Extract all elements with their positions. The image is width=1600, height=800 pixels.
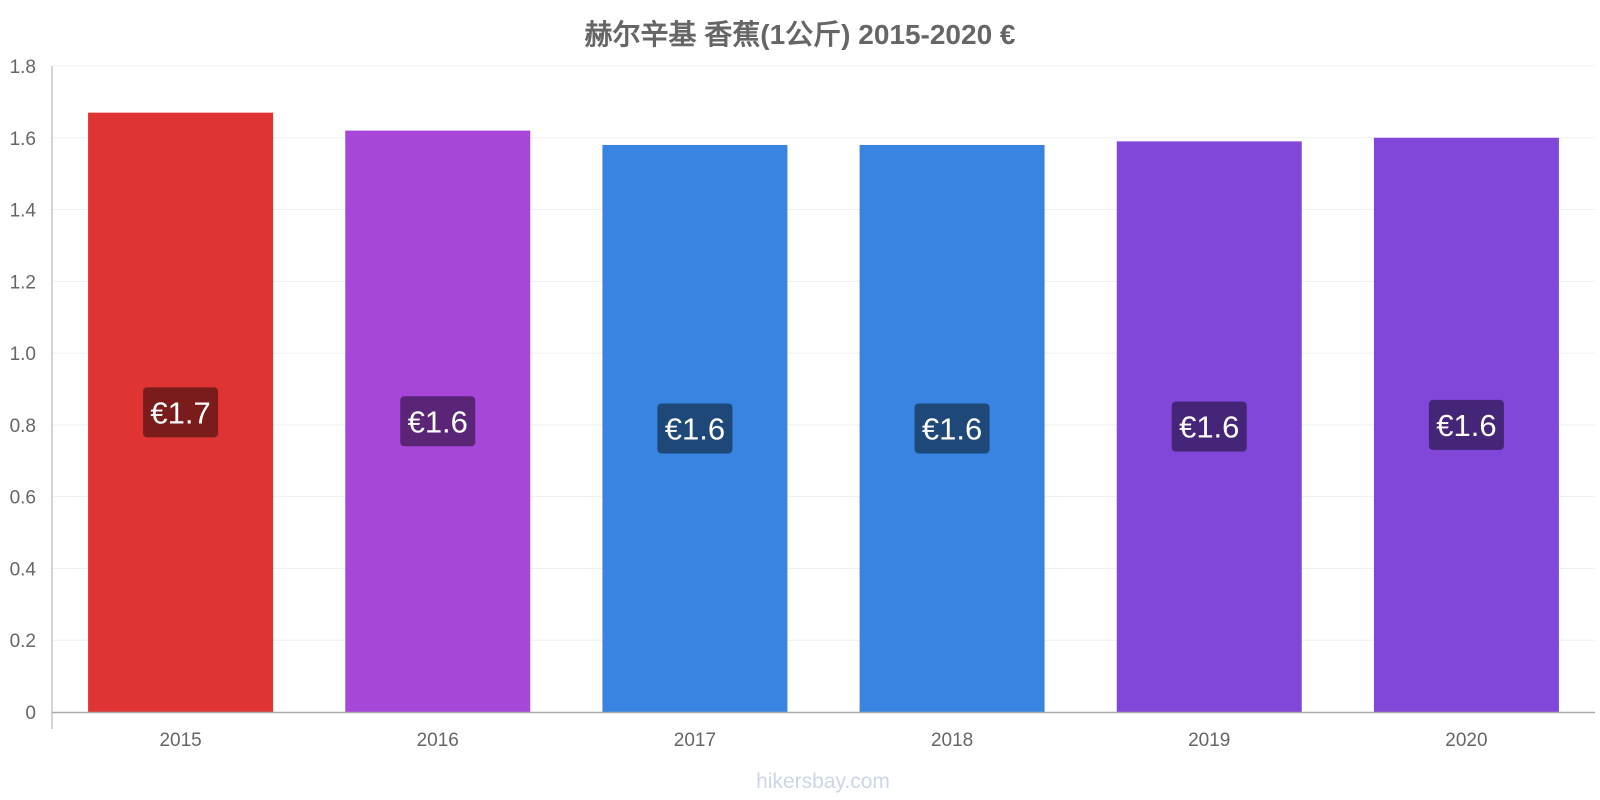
y-tick-label: 1.4 bbox=[10, 201, 37, 222]
y-tick-label: 1.6 bbox=[10, 129, 36, 150]
x-tick-label: 2018 bbox=[931, 730, 973, 751]
bar-label: €1.6 bbox=[665, 411, 725, 446]
y-axis: 0 0.2 0.4 0.6 0.8 1.0 1.2 1.4 1.6 1.8 bbox=[10, 57, 53, 729]
x-tick-label: 2019 bbox=[1188, 730, 1230, 751]
y-tick-label: 0.6 bbox=[10, 488, 36, 509]
y-tick-label: 1.2 bbox=[10, 272, 36, 293]
bar-label-background bbox=[657, 403, 733, 454]
bars: €1.7 €1.6 €1.6 €1.6 €1.6 €1.6 bbox=[88, 112, 1559, 713]
chart-title: 赫尔辛基 香蕉(1公斤) 2015-2020 € bbox=[584, 18, 1015, 50]
y-tick-label: 0 bbox=[25, 703, 36, 724]
watermark: hikersbay.com bbox=[756, 770, 890, 793]
y-tick-label: 0.2 bbox=[10, 631, 36, 652]
bar-label-background bbox=[400, 396, 476, 447]
y-tick-label: 1.8 bbox=[10, 57, 36, 78]
bar-label: €1.6 bbox=[1436, 408, 1496, 443]
bar-label-background bbox=[1428, 399, 1504, 450]
y-tick-label: 0.4 bbox=[10, 559, 37, 580]
gridlines bbox=[52, 65, 1595, 641]
x-tick-label: 2017 bbox=[674, 730, 716, 751]
x-tick-label: 2015 bbox=[159, 730, 201, 751]
bar-label: €1.7 bbox=[150, 395, 210, 430]
x-tick-label: 2016 bbox=[417, 730, 459, 751]
y-tick-label: 0.8 bbox=[10, 416, 36, 437]
bar-label-background bbox=[1171, 401, 1247, 452]
bar-label: €1.6 bbox=[922, 411, 982, 446]
y-tick-label: 1.0 bbox=[10, 344, 36, 365]
bar-label: €1.6 bbox=[1179, 410, 1239, 445]
x-tick-label: 2020 bbox=[1445, 730, 1487, 751]
x-axis: 2015 2016 2017 2018 2019 2020 bbox=[52, 711, 1595, 751]
bar-label: €1.6 bbox=[408, 404, 468, 439]
bar-label-background bbox=[914, 403, 990, 454]
bar-label-background bbox=[143, 387, 219, 438]
